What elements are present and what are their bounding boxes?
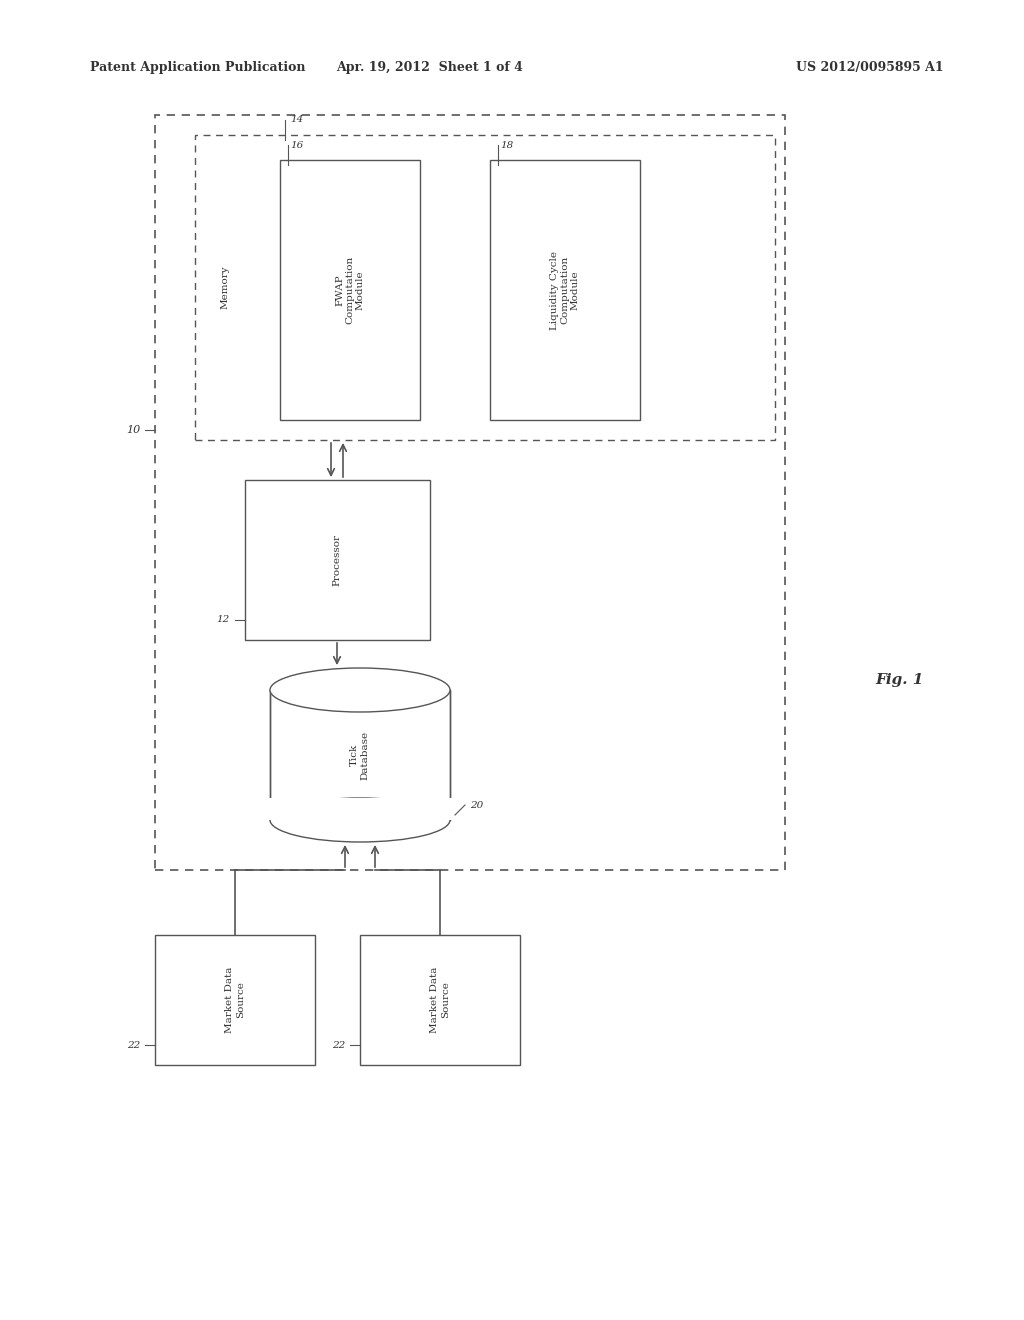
Bar xyxy=(155,935,315,1065)
Bar xyxy=(195,135,775,440)
Text: 16: 16 xyxy=(290,140,303,149)
Text: Market Data
Source: Market Data Source xyxy=(430,966,450,1034)
Text: FWAP
Computation
Module: FWAP Computation Module xyxy=(335,256,365,325)
Text: Fig. 1: Fig. 1 xyxy=(876,673,925,686)
Ellipse shape xyxy=(270,799,450,842)
Text: Patent Application Publication: Patent Application Publication xyxy=(90,62,305,74)
Bar xyxy=(490,160,640,420)
Text: 18: 18 xyxy=(500,140,513,149)
Text: 22: 22 xyxy=(332,1040,345,1049)
Bar xyxy=(268,799,452,820)
Bar xyxy=(270,690,450,820)
Bar xyxy=(360,935,520,1065)
Text: 20: 20 xyxy=(470,800,483,809)
Text: Apr. 19, 2012  Sheet 1 of 4: Apr. 19, 2012 Sheet 1 of 4 xyxy=(337,62,523,74)
Text: Processor: Processor xyxy=(333,535,341,586)
Bar xyxy=(155,115,785,870)
Ellipse shape xyxy=(270,668,450,711)
Text: Liquidity Cycle
Computation
Module: Liquidity Cycle Computation Module xyxy=(550,251,580,330)
Bar xyxy=(245,480,430,640)
Bar xyxy=(280,160,420,420)
Text: 14: 14 xyxy=(290,116,303,124)
Text: Memory: Memory xyxy=(220,265,229,309)
Text: 22: 22 xyxy=(127,1040,140,1049)
Text: 10: 10 xyxy=(126,425,140,436)
Text: Tick
Database: Tick Database xyxy=(350,730,370,780)
Text: US 2012/0095895 A1: US 2012/0095895 A1 xyxy=(797,62,944,74)
Text: Market Data
Source: Market Data Source xyxy=(225,966,245,1034)
Text: 12: 12 xyxy=(217,615,230,624)
